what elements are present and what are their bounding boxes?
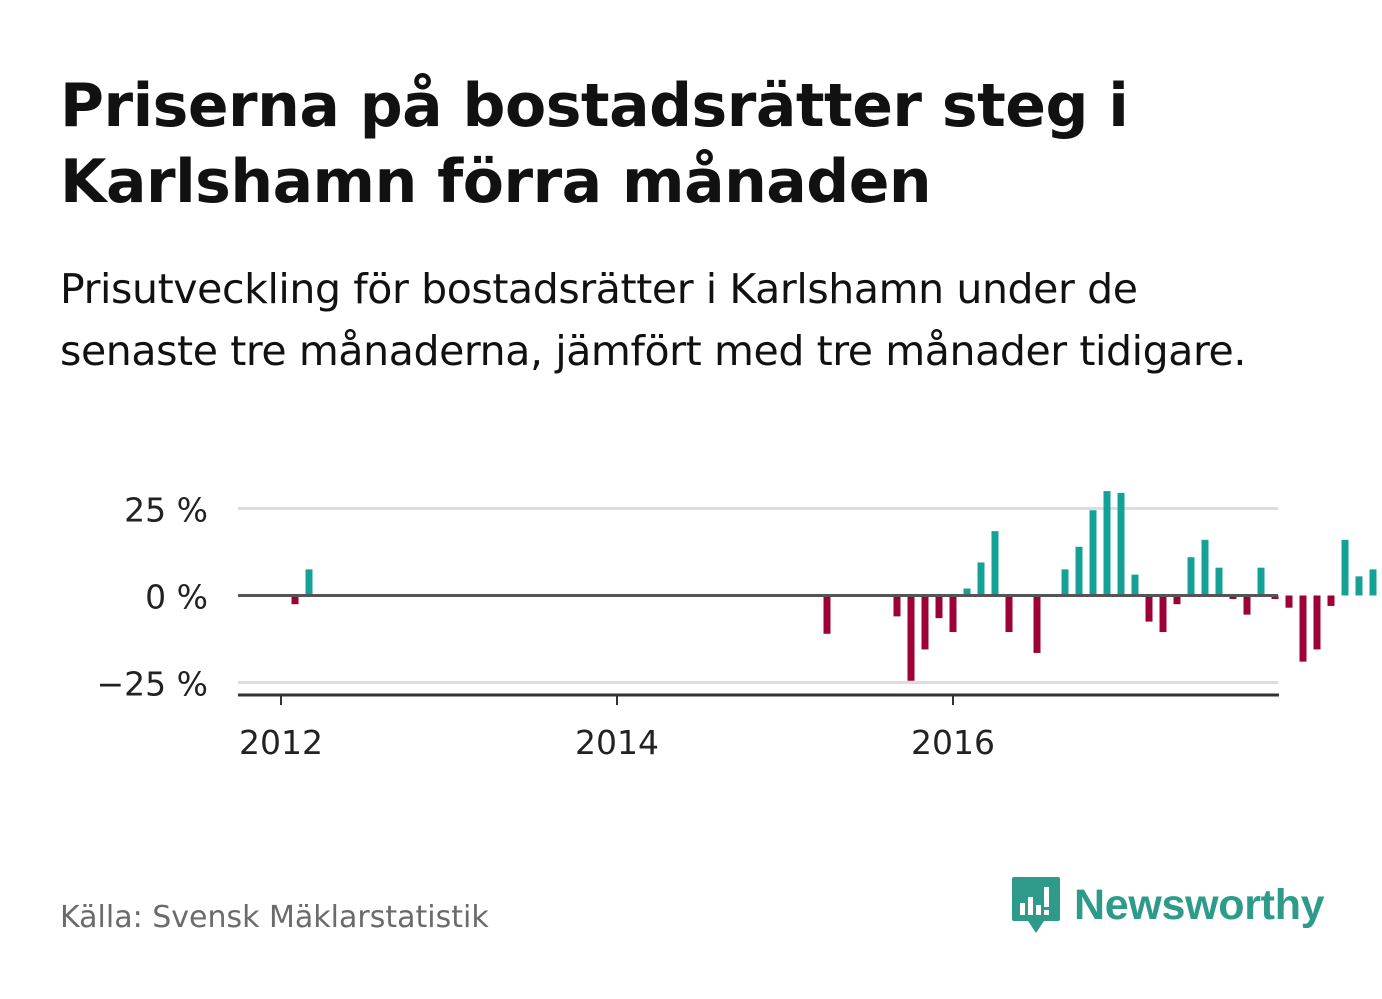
bar [1201,539,1209,596]
bar [1187,557,1195,596]
bar [963,588,971,596]
bar [1285,595,1293,608]
bar [949,595,957,633]
bar [991,531,999,596]
bar [1369,569,1377,596]
bar [1159,595,1167,633]
bar [1061,569,1069,596]
bar [1299,595,1307,662]
bar [921,595,929,650]
bar [1173,595,1181,605]
labels: 25 %0 %−25 %20122014201620192021202318 % [97,491,995,763]
bar [1313,595,1321,650]
chart-title: Priserna på bostadsrätter steg i Karlsha… [60,71,1129,217]
bar [1075,546,1083,596]
bar [1005,595,1013,633]
bar [893,595,901,617]
bar [907,595,915,681]
bar-chart: 25 %0 %−25 %20122014201620192021202318 % [97,491,1377,763]
bar [1257,567,1265,596]
bar [1327,595,1335,606]
newsworthy-logo-text: Newsworthy [1074,880,1325,929]
y-tick-label: −25 % [97,665,209,704]
bar [1355,576,1363,596]
bar [305,569,313,596]
y-tick-label: 0 % [145,578,208,617]
bar [1089,510,1097,596]
bar [1145,595,1153,622]
bar [1341,539,1349,596]
bar [1103,491,1111,596]
bars [291,491,1377,681]
bar [1215,567,1223,596]
bar [291,595,299,605]
x-tick-label: 2014 [575,723,659,762]
bar [1131,574,1139,596]
bar [1271,595,1279,599]
newsworthy-logo-icon [1012,877,1060,933]
bar [1033,595,1041,653]
bar [1243,595,1251,615]
bar [977,562,985,596]
bar [1117,492,1125,596]
bar [823,595,831,634]
source-note: Källa: Svensk Mäklarstatistik [60,900,489,935]
y-tick-label: 25 % [124,491,208,530]
bar [935,595,943,619]
bar [1229,595,1237,599]
chart-subtitle: Prisutveckling för bostadsrätter i Karls… [60,265,1247,375]
newsworthy-logo: Newsworthy [1010,875,1325,935]
x-tick-label: 2012 [239,723,323,762]
axes [238,594,1279,705]
x-tick-label: 2016 [911,723,995,762]
